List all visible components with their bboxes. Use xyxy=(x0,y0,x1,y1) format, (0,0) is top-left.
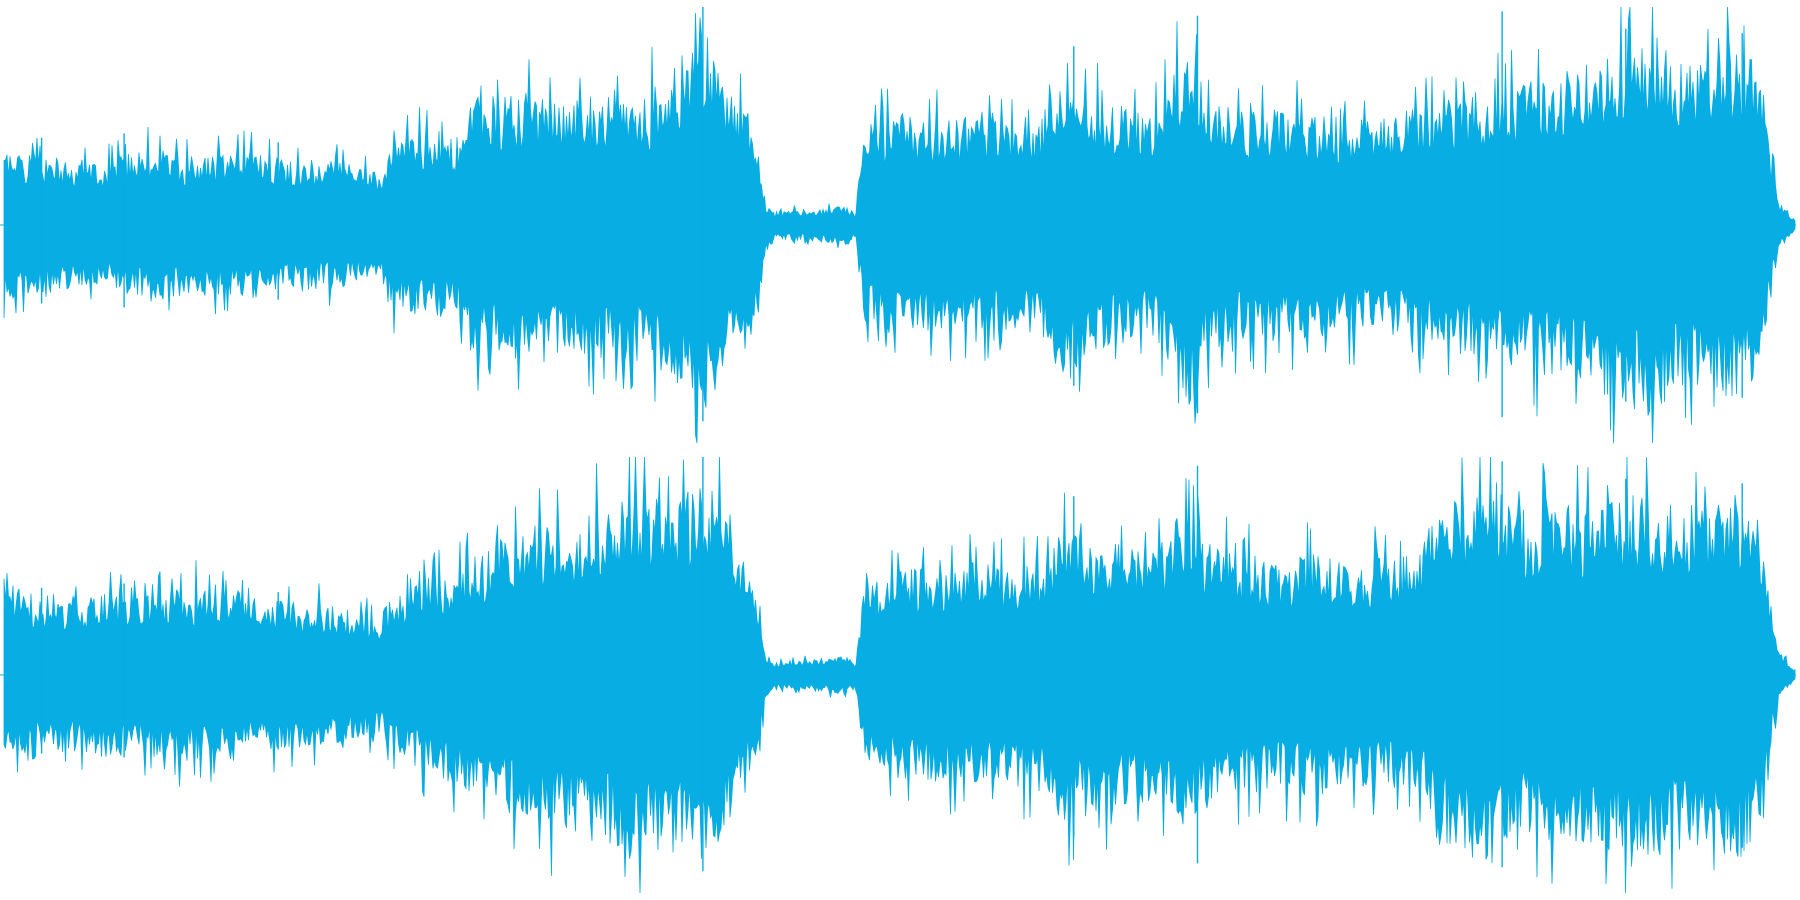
channel-right-waveform[interactable] xyxy=(0,456,1796,894)
channel-left-waveform[interactable] xyxy=(0,6,1796,444)
